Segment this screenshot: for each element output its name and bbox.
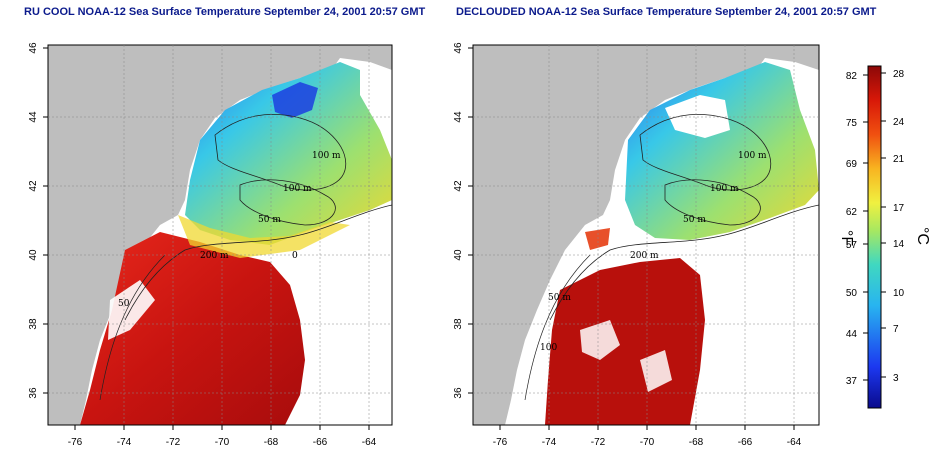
- left-y-tick-label: 44: [28, 111, 39, 123]
- left-x-tick-label: -72: [166, 437, 181, 448]
- right-contour-label-2: 100 m: [710, 184, 739, 194]
- right-map: [473, 45, 819, 425]
- left-cool-water: [185, 62, 392, 245]
- right-cloud-gap: [665, 95, 730, 138]
- right-contour-label-6: 100: [540, 343, 557, 353]
- left-x-tick-label: -68: [264, 437, 279, 448]
- colorbar-celsius-label: 21: [893, 154, 905, 165]
- left-x-tick-label: -74: [117, 437, 132, 448]
- right-contour-200m: [549, 204, 819, 321]
- right-x-tick-label: -74: [542, 437, 557, 448]
- right-x-tick-label: -70: [640, 437, 655, 448]
- left-cold-water: [272, 82, 318, 118]
- left-contour-label-3: 50 m: [258, 215, 281, 225]
- colorbar-celsius-label: 17: [893, 203, 905, 214]
- colorbar-celsius-label: 14: [893, 239, 905, 250]
- right-contour-coast: [524, 254, 591, 401]
- colorbar-celsius-label: 7: [893, 324, 899, 335]
- right-contour-label-3: 50 m: [683, 215, 706, 225]
- right-y-tick-label: 40: [453, 249, 464, 261]
- left-contour-label-5: 50: [118, 299, 130, 309]
- left-grid: [48, 45, 392, 425]
- left-x-axis: -76 -74 -72 -70 -68 -66 -64: [68, 425, 377, 448]
- colorbar-celsius-label: 24: [893, 117, 905, 128]
- colorbar-fahrenheit-label: 57: [846, 240, 858, 251]
- right-y-axis: 46 44 42 40 38 36: [453, 42, 473, 399]
- colorbar-fahrenheit-label: 69: [846, 159, 858, 170]
- colorbar-celsius-label: 3: [893, 373, 899, 384]
- colorbar-celsius-label: 28: [893, 69, 905, 80]
- left-y-tick-label: 38: [28, 318, 39, 330]
- right-map-frame: [472, 44, 820, 426]
- left-contour-100m: [214, 113, 347, 191]
- left-map: [48, 45, 392, 425]
- right-grid: [473, 45, 819, 425]
- left-contour-50m: [239, 179, 336, 226]
- right-x-tick-label: -72: [591, 437, 606, 448]
- colorbar-fahrenheit-label: 82: [846, 71, 858, 82]
- right-contour-label-5: 50 m: [548, 293, 571, 303]
- right-contour-label-4: 200 m: [630, 251, 659, 261]
- left-y-tick-label: 42: [28, 180, 39, 192]
- right-contour-50m: [664, 179, 761, 226]
- right-y-tick-label: 46: [453, 42, 464, 54]
- left-contour-label-4: 200 m: [200, 251, 229, 261]
- left-transition-band: [178, 215, 350, 258]
- colorbar-fahrenheit-label: 37: [846, 376, 858, 387]
- right-cloud-mask: [580, 320, 672, 392]
- right-land: [473, 45, 819, 425]
- left-contour-label-6: 0: [292, 251, 298, 261]
- right-contour-label-1: 100 m: [738, 151, 767, 161]
- left-x-tick-label: -76: [68, 437, 83, 448]
- colorbar-fahrenheit-label: 62: [846, 207, 858, 218]
- left-y-tick-label: 36: [28, 387, 39, 399]
- left-x-tick-label: -66: [313, 437, 328, 448]
- left-map-title: RU COOL NOAA-12 Sea Surface Temperature …: [24, 6, 426, 18]
- right-warm-patch: [585, 228, 610, 250]
- right-x-axis: -76 -74 -72 -70 -68 -66 -64: [493, 425, 802, 448]
- colorbar: 82 75 69 62 57 50 44 37 28 24 21 17 14 1…: [838, 65, 931, 409]
- left-y-tick-label: 40: [28, 249, 39, 261]
- left-y-axis: 46 44 42 40 38 36: [28, 42, 48, 399]
- left-contour-label-2: 100 m: [283, 184, 312, 194]
- right-x-tick-label: -76: [493, 437, 508, 448]
- left-contour-coast: [99, 254, 166, 401]
- right-y-tick-label: 44: [453, 111, 464, 123]
- colorbar-fahrenheit-label: 44: [846, 329, 858, 340]
- right-x-tick-label: -68: [689, 437, 704, 448]
- left-land: [48, 45, 392, 425]
- colorbar-ticks: [863, 72, 886, 381]
- left-x-tick-label: -70: [215, 437, 230, 448]
- colorbar-fahrenheit-label: 50: [846, 288, 858, 299]
- right-y-tick-label: 42: [453, 180, 464, 192]
- right-y-tick-label: 38: [453, 318, 464, 330]
- colorbar-celsius-unit: °C: [914, 227, 931, 245]
- left-contour-label-1: 100 m: [312, 151, 341, 161]
- right-x-tick-label: -66: [738, 437, 753, 448]
- colorbar-fahrenheit-label: 75: [846, 118, 858, 129]
- left-warm-water: [80, 232, 305, 425]
- left-contour-200m: [124, 204, 392, 321]
- right-x-tick-label: -64: [787, 437, 802, 448]
- left-map-frame: [47, 44, 393, 426]
- right-map-title: DECLOUDED NOAA-12 Sea Surface Temperatur…: [456, 6, 877, 18]
- right-contour-100m: [639, 113, 772, 191]
- colorbar-gradient: [867, 65, 882, 409]
- right-y-tick-label: 36: [453, 387, 464, 399]
- colorbar-celsius-label: 10: [893, 288, 905, 299]
- left-y-tick-label: 46: [28, 42, 39, 54]
- colorbar-fahrenheit-unit: °F: [838, 230, 855, 246]
- left-x-tick-label: -64: [362, 437, 377, 448]
